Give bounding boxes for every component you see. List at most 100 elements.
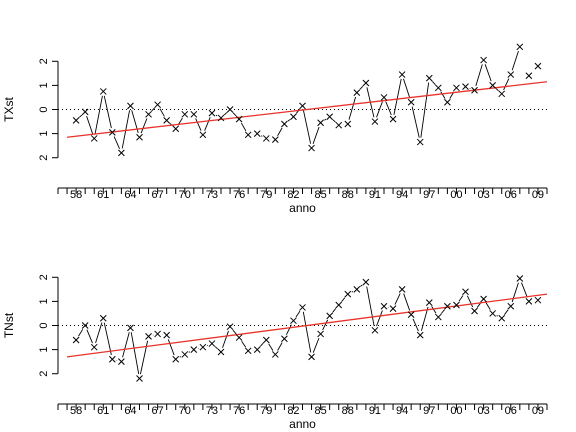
data-point-stroke xyxy=(471,307,478,315)
data-point-stroke xyxy=(308,144,315,152)
data-point xyxy=(317,119,324,127)
x-tick-label: 85 xyxy=(314,189,326,201)
data-point xyxy=(534,62,542,70)
series-segment xyxy=(179,356,182,358)
data-point xyxy=(434,84,442,92)
series-segment xyxy=(113,136,120,149)
series-segment xyxy=(495,88,499,92)
data-point xyxy=(190,110,198,118)
data-point-stroke xyxy=(118,358,125,366)
y-tick-label: 2 xyxy=(38,274,50,280)
data-point-stroke xyxy=(480,56,487,64)
data-point-stroke xyxy=(534,296,542,304)
data-point xyxy=(118,358,125,366)
data-point xyxy=(353,89,361,96)
series-segment xyxy=(403,78,411,99)
series-segment xyxy=(268,343,274,351)
data-point-stroke xyxy=(154,330,161,338)
series-segment xyxy=(485,302,491,310)
data-point xyxy=(154,101,161,109)
x-axis-title: anno xyxy=(289,417,316,431)
y-tick-label: 1 xyxy=(38,298,50,304)
series-segment xyxy=(302,311,312,353)
x-tick-label: 09 xyxy=(532,189,544,201)
series-segment xyxy=(140,118,148,134)
data-point-stroke xyxy=(489,310,497,317)
x-tick-label: 67 xyxy=(151,405,163,417)
data-point xyxy=(244,347,252,355)
data-point-stroke xyxy=(127,102,134,110)
data-point xyxy=(434,313,442,321)
data-point xyxy=(208,340,216,347)
series-segment xyxy=(130,332,140,375)
series-segment xyxy=(348,96,357,120)
x-tick-label: 76 xyxy=(233,189,245,201)
data-point xyxy=(344,290,352,298)
data-point xyxy=(398,285,406,293)
series-segment xyxy=(432,81,436,85)
data-point xyxy=(181,110,189,118)
data-point xyxy=(525,298,533,305)
data-point-stroke xyxy=(163,331,171,339)
data-point xyxy=(398,71,406,78)
data-point xyxy=(262,336,270,344)
y-tick-label: 2 xyxy=(38,371,50,377)
data-point-stroke xyxy=(462,288,469,296)
series-segment xyxy=(394,293,401,305)
data-point-stroke xyxy=(480,295,487,303)
series-segment xyxy=(223,112,228,116)
data-point xyxy=(290,317,297,325)
data-point xyxy=(516,43,524,51)
data-point xyxy=(217,348,225,356)
y-tick-label: 1 xyxy=(38,82,50,88)
data-point xyxy=(471,86,478,94)
y-tick-label: 1 xyxy=(38,131,50,137)
x-tick-label: 61 xyxy=(97,189,109,201)
data-point xyxy=(416,138,424,146)
data-point xyxy=(81,322,89,329)
data-point-stroke xyxy=(398,285,406,293)
data-point xyxy=(344,120,352,128)
data-point-stroke xyxy=(344,290,352,298)
data-point-stroke xyxy=(389,305,397,312)
data-point-stroke xyxy=(172,355,180,363)
y-tick-label: 0 xyxy=(38,322,50,328)
data-point xyxy=(326,312,334,320)
x-tick-label: 70 xyxy=(179,405,191,417)
data-point xyxy=(181,351,189,358)
data-point-stroke xyxy=(516,43,524,51)
y-axis-title: TNst xyxy=(2,312,16,338)
x-tick-label: 58 xyxy=(70,189,82,201)
x-tick-label: 64 xyxy=(124,405,136,417)
data-point-stroke xyxy=(516,275,524,282)
series-segment xyxy=(241,341,247,348)
data-point-stroke xyxy=(81,108,89,116)
series-segment xyxy=(484,64,492,82)
data-point xyxy=(108,355,116,363)
data-point xyxy=(425,299,433,306)
data-point xyxy=(308,353,315,361)
data-point-stroke xyxy=(353,285,361,293)
data-point xyxy=(444,98,451,106)
data-point-stroke xyxy=(163,116,171,124)
data-point xyxy=(462,288,469,296)
data-point xyxy=(226,106,234,113)
series-segment xyxy=(94,95,103,135)
data-point xyxy=(353,285,361,293)
x-tick-label: 88 xyxy=(342,405,354,417)
data-point xyxy=(99,88,107,95)
data-point-stroke xyxy=(99,314,107,322)
data-point-stroke xyxy=(534,62,542,70)
data-point-stroke xyxy=(181,351,189,358)
y-axis-title: TXst xyxy=(2,97,16,122)
series-segment xyxy=(351,291,354,293)
x-tick-label: 73 xyxy=(206,189,218,201)
data-point-stroke xyxy=(299,102,306,110)
data-point xyxy=(253,130,261,137)
data-point xyxy=(72,116,80,124)
series-segment xyxy=(412,318,419,332)
x-tick-label: 06 xyxy=(505,405,517,417)
data-point-stroke xyxy=(380,94,388,101)
data-point xyxy=(108,129,116,136)
